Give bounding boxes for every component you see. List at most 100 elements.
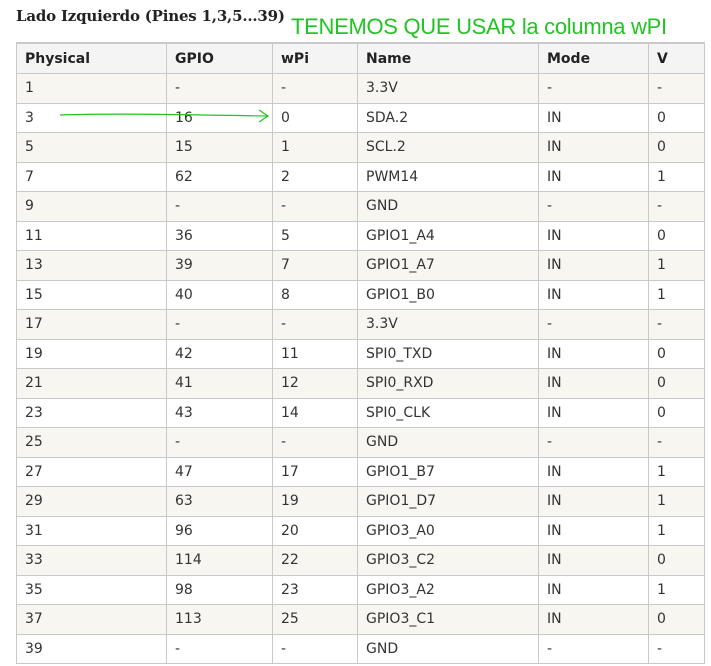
- cell-v: -: [648, 427, 705, 458]
- cell-physical: 33: [16, 545, 167, 576]
- header-v: V: [648, 42, 705, 74]
- cell-physical: 17: [16, 309, 167, 340]
- cell-name: PWM14: [357, 161, 539, 192]
- table-row: 39- - GND - -: [16, 633, 705, 664]
- cell-gpio: 47: [166, 456, 273, 487]
- cell-gpio: -: [166, 309, 273, 340]
- cell-physical: 29: [16, 486, 167, 517]
- cell-wpi: 14: [272, 397, 358, 428]
- cell-wpi: 11: [272, 338, 358, 369]
- cell-wpi: 5: [272, 220, 358, 251]
- pin-table: Physical GPIO wPi Name Mode V 1- -3.3V - -3…: [16, 42, 705, 664]
- cell-mode: IN: [538, 604, 649, 635]
- cell-mode: IN: [538, 102, 649, 133]
- cell-v: 0: [648, 132, 705, 163]
- table-header-row: Physical GPIO wPi Name Mode V: [16, 42, 705, 74]
- page-heading: Lado Izquierdo (Pines 1,3,5...39): [16, 7, 285, 25]
- table-row: 33 114 22 GPIO3_C2 IN 0: [16, 545, 705, 576]
- cell-name: GPIO1_A7: [357, 250, 539, 281]
- cell-wpi: 8: [272, 279, 358, 310]
- cell-physical: 23: [16, 397, 167, 428]
- table-row: 29 63 19 GPIO1_D7 IN 1: [16, 486, 705, 517]
- cell-mode: -: [538, 309, 649, 340]
- cell-mode: -: [538, 191, 649, 222]
- cell-v: 0: [648, 368, 705, 399]
- cell-physical: 13: [16, 250, 167, 281]
- cell-v: 0: [648, 604, 705, 635]
- table-row: 37 113 25 GPIO3_C1 IN 0: [16, 604, 705, 635]
- cell-mode: IN: [538, 545, 649, 576]
- table-row: 31 96 20 GPIO3_A0 IN 1: [16, 515, 705, 546]
- cell-wpi: 7: [272, 250, 358, 281]
- cell-v: -: [648, 73, 705, 104]
- cell-wpi: 20: [272, 515, 358, 546]
- header-physical: Physical: [16, 42, 167, 74]
- cell-gpio: 42: [166, 338, 273, 369]
- cell-name: GPIO3_A2: [357, 574, 539, 605]
- cell-v: 1: [648, 456, 705, 487]
- cell-name: GPIO1_B7: [357, 456, 539, 487]
- cell-physical: 35: [16, 574, 167, 605]
- cell-v: 1: [648, 250, 705, 281]
- cell-gpio: 39: [166, 250, 273, 281]
- table-row: 23 43 14 SPI0_CLK IN 0: [16, 397, 705, 428]
- cell-wpi: -: [272, 191, 358, 222]
- cell-mode: IN: [538, 397, 649, 428]
- cell-name: GPIO1_B0: [357, 279, 539, 310]
- cell-gpio: 15: [166, 132, 273, 163]
- cell-physical: 37: [16, 604, 167, 635]
- cell-name: GPIO1_D7: [357, 486, 539, 517]
- cell-name: 3.3V: [357, 73, 539, 104]
- cell-physical: 3: [16, 102, 167, 133]
- table-row: 27 47 17 GPIO1_B7 IN 1: [16, 456, 705, 487]
- cell-mode: IN: [538, 486, 649, 517]
- cell-name: GPIO3_C2: [357, 545, 539, 576]
- cell-v: 1: [648, 574, 705, 605]
- cell-v: 0: [648, 338, 705, 369]
- cell-physical: 25: [16, 427, 167, 458]
- cell-gpio: 113: [166, 604, 273, 635]
- cell-v: 1: [648, 161, 705, 192]
- cell-name: SPI0_TXD: [357, 338, 539, 369]
- table-row: 7 62 2 PWM14 IN 1: [16, 161, 705, 192]
- cell-physical: 7: [16, 161, 167, 192]
- table-row: 9- - GND - -: [16, 191, 705, 222]
- cell-physical: 5: [16, 132, 167, 163]
- cell-physical: 11: [16, 220, 167, 251]
- cell-v: 0: [648, 102, 705, 133]
- cell-mode: IN: [538, 574, 649, 605]
- table-row: 19 42 11 SPI0_TXD IN 0: [16, 338, 705, 369]
- cell-mode: IN: [538, 515, 649, 546]
- header-wpi: wPi: [272, 42, 358, 74]
- cell-gpio: 62: [166, 161, 273, 192]
- cell-mode: -: [538, 633, 649, 664]
- cell-mode: IN: [538, 161, 649, 192]
- cell-v: 0: [648, 545, 705, 576]
- cell-gpio: 98: [166, 574, 273, 605]
- cell-wpi: 1: [272, 132, 358, 163]
- cell-wpi: 12: [272, 368, 358, 399]
- cell-gpio: -: [166, 191, 273, 222]
- cell-v: 1: [648, 515, 705, 546]
- header-mode: Mode: [538, 42, 649, 74]
- cell-name: GND: [357, 633, 539, 664]
- cell-gpio: 96: [166, 515, 273, 546]
- cell-name: GND: [357, 427, 539, 458]
- cell-physical: 31: [16, 515, 167, 546]
- cell-wpi: 23: [272, 574, 358, 605]
- cell-mode: IN: [538, 250, 649, 281]
- cell-gpio: 16: [166, 102, 273, 133]
- cell-mode: IN: [538, 456, 649, 487]
- cell-name: GPIO3_C1: [357, 604, 539, 635]
- cell-name: GND: [357, 191, 539, 222]
- cell-physical: 21: [16, 368, 167, 399]
- cell-wpi: 0: [272, 102, 358, 133]
- table-row: 11 36 5 GPIO1_A4 IN 0: [16, 220, 705, 251]
- cell-v: -: [648, 191, 705, 222]
- cell-wpi: -: [272, 309, 358, 340]
- cell-mode: IN: [538, 220, 649, 251]
- table-row: 15 40 8 GPIO1_B0 IN 1: [16, 279, 705, 310]
- cell-mode: -: [538, 427, 649, 458]
- cell-name: SPI0_CLK: [357, 397, 539, 428]
- cell-name: GPIO3_A0: [357, 515, 539, 546]
